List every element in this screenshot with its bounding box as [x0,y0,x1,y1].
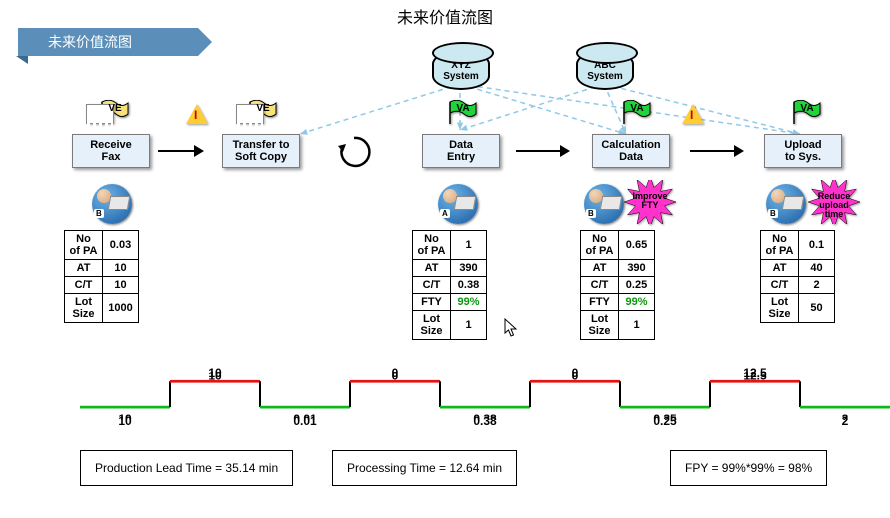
p-receive: ReceiveFax [72,134,150,168]
arrow-0 [158,150,196,152]
corner-tag: 未来价值流图 [18,28,198,56]
m-lead: Production Lead Time = 35.14 min [80,450,293,486]
flag-calc: VA [622,100,652,122]
op1: B [92,184,132,224]
cycle-icon [336,134,372,170]
svg-text:0.38: 0.38 [473,413,497,420]
timeline-chart: 10 10 0.01 0 0.38 0 0.25 12.5 2 [80,372,890,420]
p-calc: CalculationData [592,134,670,168]
op3: B [584,184,624,224]
db-xyz: XYZSystem [432,50,490,90]
svg-text:0.25: 0.25 [653,413,677,420]
arrow-2 [690,150,736,152]
warning-icon-1 [682,104,704,124]
burst-upload: Reduceuploadtime [806,180,862,224]
db-abc: ABCSystem [576,50,634,90]
op2: A [438,184,478,224]
svg-text:10: 10 [208,372,221,382]
svg-text:12.5: 12.5 [743,372,767,382]
op4: B [766,184,806,224]
m-proc: Processing Time = 12.64 min [332,450,517,486]
m-fpy: FPY = 99%*99% = 98% [670,450,827,486]
p-upload: Uploadto Sys. [764,134,842,168]
svg-text:0: 0 [392,372,399,382]
p-transfer: Transfer toSoft Copy [222,134,300,168]
t5: Noof PA0.1AT40C/T2LotSize50 [760,230,835,323]
svg-text:10: 10 [118,413,131,420]
svg-text:0: 0 [572,372,579,382]
t1: Noof PA0.03AT10C/T10LotSize1000 [64,230,139,323]
t3: Noof PA1AT390C/T0.38FTY99%LotSize1 [412,230,487,340]
t4: Noof PA0.65AT390C/T0.25FTY99%LotSize1 [580,230,655,340]
flag-upload: VA [792,100,822,122]
page-title: 未来价值流图 [397,4,493,28]
svg-text:0.01: 0.01 [293,413,317,420]
burst-fty: ImproveFTY [622,180,678,224]
arrow-1 [516,150,562,152]
flag-entry: VA [448,100,478,122]
p-entry: DataEntry [422,134,500,168]
warning-icon-0 [186,104,208,124]
svg-text:2: 2 [842,413,849,420]
cursor-icon [504,318,518,338]
